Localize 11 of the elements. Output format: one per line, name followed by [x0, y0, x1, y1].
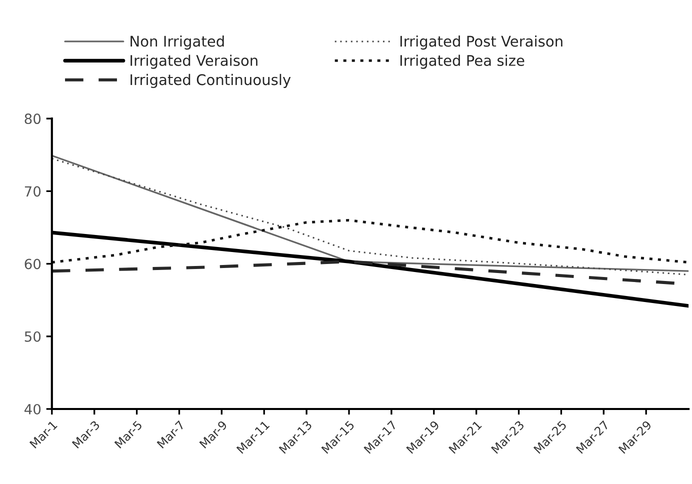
line-series [52, 218, 689, 264]
legend-label: Irrigated Post Veraison [400, 35, 562, 50]
y-tick-label: 50 [24, 331, 41, 342]
legend-label: Irrigated Continuously [130, 74, 291, 88]
y-tick-label: 60 [24, 258, 41, 270]
legend-label: Non Irrigated [130, 35, 224, 50]
y-tick-label: 80 [24, 114, 41, 124]
y-tick-label: 70 [24, 186, 41, 197]
y-tick-label: 40 [24, 404, 41, 414]
legend-label: Irrigated Veraison [130, 54, 258, 69]
legend-label: Irrigated Pea size [400, 54, 524, 69]
